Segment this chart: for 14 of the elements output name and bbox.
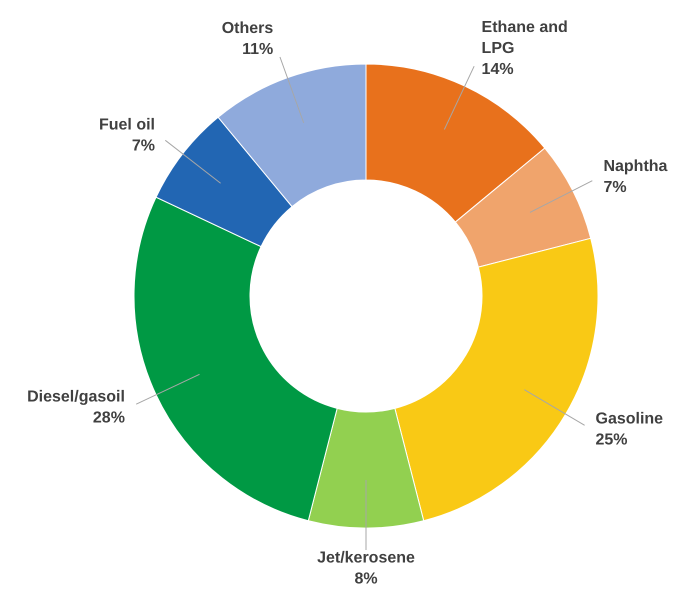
data-label: 14%	[482, 60, 514, 78]
slice-label: Diesel/gasoil	[27, 388, 125, 406]
slice-label: Others	[222, 20, 274, 37]
slice-label: Fuel oil	[98, 116, 155, 134]
slice-label: Gasoline	[596, 410, 664, 428]
slice-label: Naphtha	[603, 158, 668, 176]
slice-label: Jet/kerosene	[317, 550, 416, 566]
data-label: 25%	[596, 431, 628, 448]
data-label: 28%	[92, 410, 125, 427]
data-label: 7%	[132, 137, 155, 154]
data-label: 11%	[242, 40, 274, 58]
data-label: 7%	[603, 179, 627, 196]
data-label: 8%	[354, 570, 378, 588]
slice-label: Ethane and LPG	[482, 18, 568, 57]
